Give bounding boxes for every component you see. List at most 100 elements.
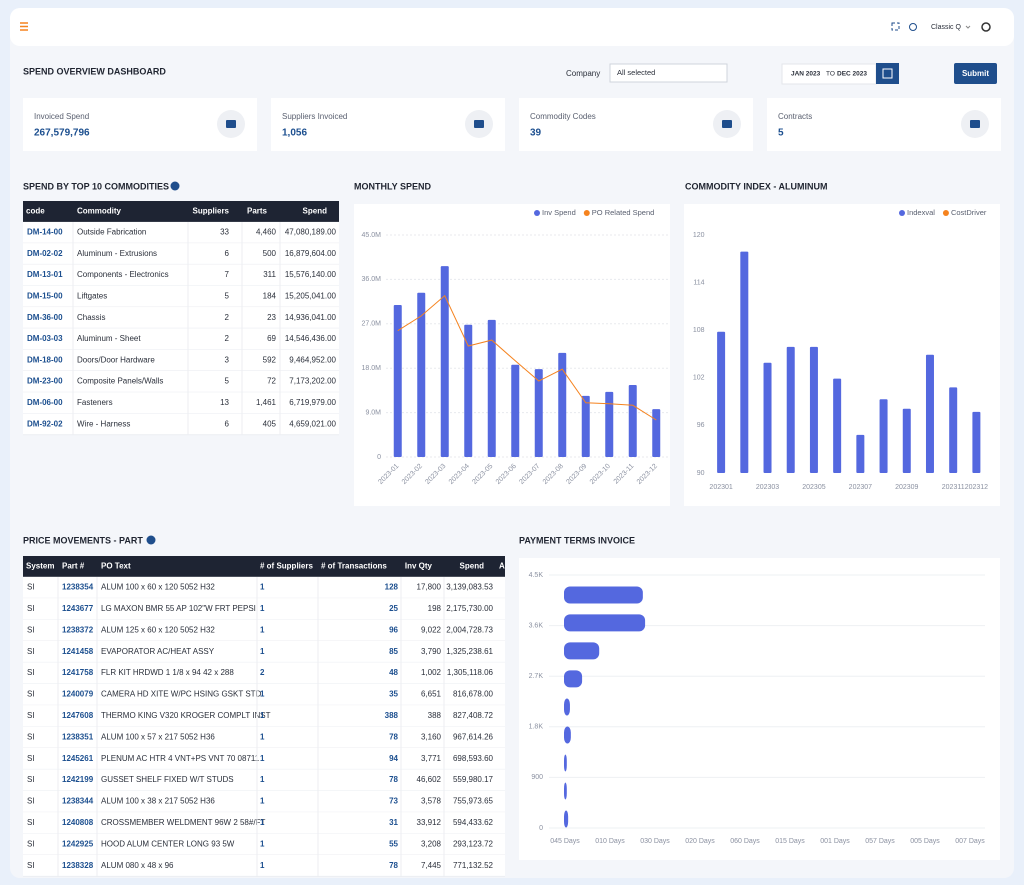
table-cell: ALUM 100 x 60 x 120 5052 H32 [101,583,215,592]
table-cell: 15,576,140.00 [285,270,337,279]
y-tick-label: 108 [693,327,705,334]
table-cell: 48 [389,668,398,677]
bar [564,810,569,828]
table-cell: Aluminum - Sheet [77,334,141,343]
table-cell: 1 [260,604,265,613]
price-title: PRICE MOVEMENTS - PART [23,535,143,545]
kpi-icon-glyph [970,120,980,128]
table-cell: 15,205,041.00 [285,292,337,301]
calendar-button[interactable] [876,63,899,84]
fullscreen-icon[interactable] [891,22,900,31]
kpi-label: Contracts [778,112,812,121]
kpi-value: 5 [778,128,784,139]
table-cell: Chassis [77,313,105,322]
table-cell: Fasteners [77,398,113,407]
table-row [23,683,505,706]
table-cell: 1247608 [62,711,94,720]
submit-button[interactable] [954,63,997,84]
legend-label: CostDriver [951,208,987,217]
table-cell: ALUM 100 x 57 x 217 5052 H36 [101,732,215,741]
x-tick-label: 060 Days [730,838,760,845]
settings-icon[interactable] [981,22,991,32]
table-cell: THERMO KING V320 KROGER COMPLT INST [101,711,271,720]
bar [740,251,749,473]
table-cell: 3,771 [421,754,442,763]
table-cell: SI [27,754,35,763]
table-row [23,619,505,641]
column-header: PO Text [101,562,131,571]
x-tick-label: 202311 [942,484,965,491]
bar [564,586,643,604]
bar [717,331,726,473]
bar [856,434,865,473]
table-cell: 2,175,730.00 [446,604,493,613]
table-row [23,243,339,265]
table-cell: 6 [225,249,230,258]
table-cell: 1 [260,711,265,720]
user-name[interactable]: Classic Q [931,24,962,31]
column-header: Suppliers [193,207,230,216]
kpi-label: Invoiced Spend [34,112,89,121]
bar [925,354,934,473]
table-cell: 1 [260,647,265,656]
company-select[interactable] [609,63,728,83]
payment-title: PAYMENT TERMS INVOICE [519,535,635,545]
price-link[interactable] [146,535,156,545]
table-cell: SI [27,775,35,784]
table-cell: 85 [389,647,398,656]
bar [972,411,981,473]
legend-label: Inv Spend [542,208,576,217]
column-header: Commodity [77,207,122,216]
table-cell: 2 [225,313,230,322]
column-header: Part # [62,562,85,571]
table-cell: LG MAXON BMR 55 AP 102"W FRT PEPSI [101,604,256,613]
table-cell: 967,614.26 [453,732,494,741]
table-cell: 33 [220,228,229,237]
commodities-link[interactable] [170,181,180,191]
table-cell: 5 [225,292,230,301]
bar [564,614,646,632]
user-chevron[interactable] [965,25,971,29]
table-cell: 1238344 [62,797,94,806]
table-cell: 72 [267,377,276,386]
commodity-code: DM-13-01 [27,270,63,279]
y-tick-label: 27.0M [362,321,382,328]
bar [558,352,567,457]
commodity-code: DM-15-00 [27,292,63,301]
table-cell: 1240079 [62,690,94,699]
bar [581,395,590,457]
table-cell: Components - Electronics [77,270,169,279]
bar [628,384,637,457]
bar [564,726,571,744]
table-cell: 1238351 [62,732,94,741]
menu-icon[interactable] [20,22,28,31]
table-cell: 6,719,979.00 [289,398,336,407]
table-cell: 3,139,083.53 [446,583,493,592]
table-cell: SI [27,839,35,848]
commodity-code: DM-23-00 [27,377,63,386]
table-cell: 1241458 [62,647,94,656]
table-row [23,812,505,834]
table-cell: SI [27,818,35,827]
y-tick-label: 120 [693,232,705,239]
bug-icon[interactable] [909,23,917,31]
bar [564,782,567,800]
table-cell: Outside Fabrication [77,228,146,237]
date-sep: TO [826,71,835,78]
table-cell: ALUM 080 x 48 x 96 [101,861,174,870]
column-header: Parts [247,207,268,216]
table-cell: 500 [263,249,277,258]
table-cell: 78 [389,775,398,784]
table-cell: 1,325,238.61 [446,647,493,656]
bar [487,319,496,457]
commodity-code: DM-02-02 [27,249,63,258]
table-cell: 9,464,952.00 [289,355,336,364]
table-header [23,556,505,577]
calendar-icon [882,68,893,79]
x-tick-label: 001 Days [820,838,850,845]
table-cell: 1 [260,732,265,741]
monthly-title: MONTHLY SPEND [354,181,432,191]
legend-swatch [899,210,905,216]
table-cell: 7,173,202.00 [289,377,336,386]
